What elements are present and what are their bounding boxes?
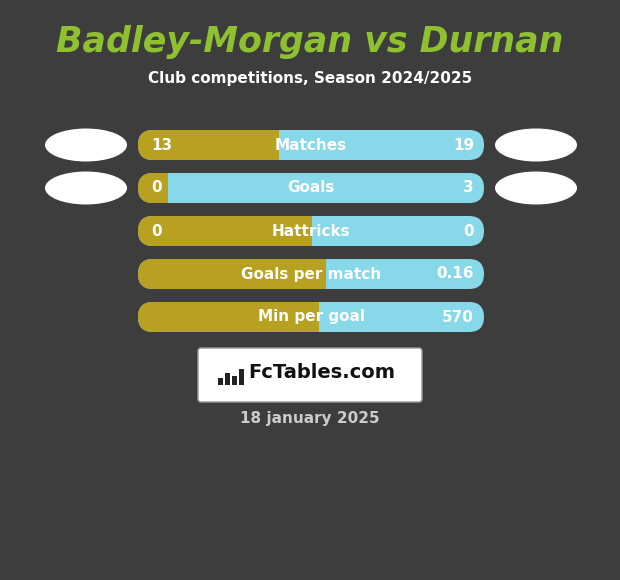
- Text: 3: 3: [463, 180, 474, 195]
- Bar: [239, 369, 244, 385]
- FancyBboxPatch shape: [138, 302, 318, 332]
- FancyBboxPatch shape: [138, 302, 484, 332]
- Text: 0.16: 0.16: [436, 266, 474, 281]
- Bar: [264, 130, 280, 160]
- Text: 13: 13: [151, 137, 172, 153]
- Text: 0: 0: [151, 223, 162, 238]
- FancyBboxPatch shape: [138, 216, 484, 246]
- FancyBboxPatch shape: [198, 348, 422, 402]
- FancyBboxPatch shape: [138, 173, 484, 203]
- Text: FcTables.com: FcTables.com: [249, 364, 396, 382]
- Text: 0: 0: [151, 180, 162, 195]
- Bar: [310, 259, 326, 289]
- Text: Min per goal: Min per goal: [257, 310, 365, 324]
- Bar: [232, 376, 237, 385]
- FancyBboxPatch shape: [138, 130, 484, 160]
- Text: Badley-Morgan vs Durnan: Badley-Morgan vs Durnan: [56, 25, 564, 59]
- FancyBboxPatch shape: [138, 173, 167, 203]
- FancyBboxPatch shape: [138, 259, 325, 289]
- Bar: [153, 173, 169, 203]
- FancyBboxPatch shape: [138, 216, 311, 246]
- Ellipse shape: [495, 172, 577, 205]
- Text: Goals per match: Goals per match: [241, 266, 381, 281]
- Bar: [218, 378, 223, 385]
- FancyBboxPatch shape: [138, 130, 278, 160]
- Text: Club competitions, Season 2024/2025: Club competitions, Season 2024/2025: [148, 71, 472, 85]
- Text: 19: 19: [453, 137, 474, 153]
- Text: Matches: Matches: [275, 137, 347, 153]
- Ellipse shape: [45, 172, 127, 205]
- Bar: [303, 302, 319, 332]
- Text: 0: 0: [463, 223, 474, 238]
- FancyBboxPatch shape: [138, 259, 484, 289]
- Bar: [296, 216, 312, 246]
- Text: Hattricks: Hattricks: [272, 223, 350, 238]
- Text: 18 january 2025: 18 january 2025: [240, 411, 380, 426]
- Ellipse shape: [45, 129, 127, 161]
- Text: 570: 570: [442, 310, 474, 324]
- Text: Goals: Goals: [287, 180, 335, 195]
- Ellipse shape: [495, 129, 577, 161]
- Bar: [225, 373, 230, 385]
